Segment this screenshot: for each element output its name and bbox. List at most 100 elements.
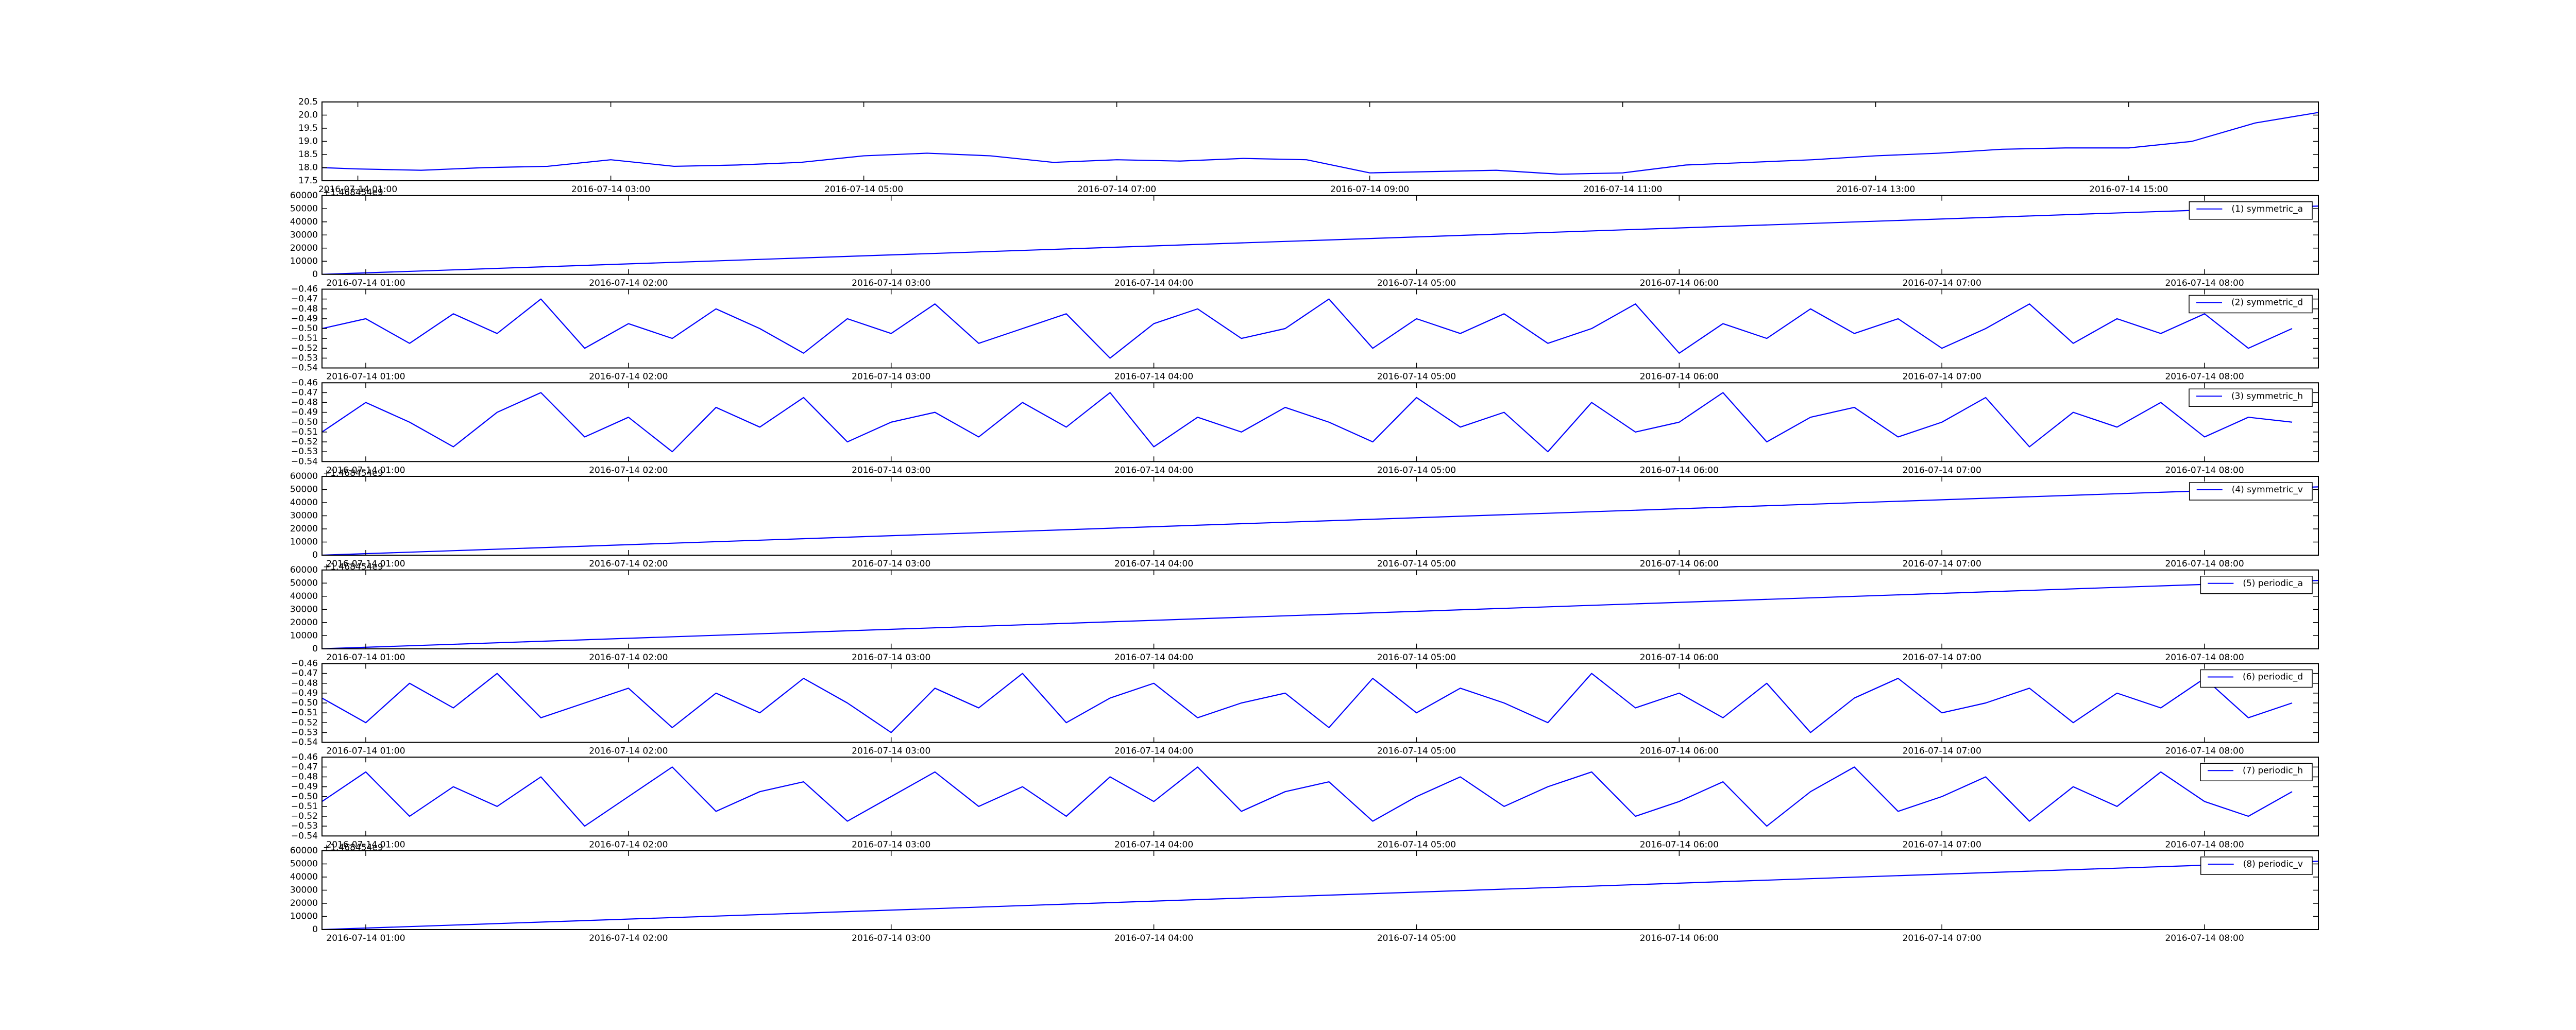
x-tick-label: 2016-07-14 01:00 [326,933,405,943]
y-tick-label: −0.47 [291,294,318,304]
x-tick-label: 2016-07-14 07:00 [1903,746,1981,757]
data-line [322,486,2318,555]
x-tick-label: 2016-07-14 06:00 [1640,372,1719,382]
y-tick-label: 19.0 [298,136,318,147]
plot-area [322,766,2293,827]
y-tick-label: −0.50 [291,417,318,427]
y-tick-label: −0.46 [291,284,318,295]
legend: (4) symmetric_v [2189,482,2313,501]
x-tick-label: 2016-07-14 01:00 [326,653,405,663]
axes-frame [321,850,2319,930]
axes-frame [321,382,2319,462]
x-tick-label: 2016-07-14 05:00 [824,184,903,195]
y-tick-label: 0 [312,269,318,280]
x-tick-label: 2016-07-14 01:00 [326,559,405,569]
x-tick-label: 2016-07-14 06:00 [1640,559,1719,569]
legend-label: (1) symmetric_a [2231,204,2303,214]
axes-frame [321,195,2319,275]
y-tick-label: 60000 [290,191,318,201]
y-tick-label: −0.52 [291,343,318,353]
y-tick-label: −0.53 [291,727,318,737]
x-tick-label: 2016-07-14 05:00 [1377,839,1456,850]
x-tick-label: 2016-07-14 05:00 [1377,653,1456,663]
y-tick-label: −0.47 [291,762,318,772]
x-tick-label: 2016-07-14 03:00 [852,465,930,475]
x-tick-label: 2016-07-14 05:00 [1377,372,1456,382]
y-tick-label: −0.53 [291,447,318,457]
x-tick-label: 2016-07-14 02:00 [589,839,668,850]
legend: (2) symmetric_d [2189,295,2313,314]
axes-frame [321,288,2319,369]
x-tick-label: 2016-07-14 01:00 [326,465,405,475]
plot-area [322,673,2293,733]
y-tick-label: 10000 [290,630,318,641]
y-tick-label: 18.0 [298,163,318,173]
x-tick-label: 2016-07-14 07:00 [1903,559,1981,569]
y-tick-label: −0.54 [291,831,318,841]
legend-box [2189,295,2313,314]
subplot: 0 10000 20000 30000 40000 50000 60000 2016-07-1… [290,468,2319,569]
x-tick-label: 2016-07-14 09:00 [1330,184,1409,195]
subplot: −0.54−0.53−0.52−0.51−0.50−0.49−0.48−0.47… [291,284,2319,382]
legend: (6) periodic_d [2200,669,2313,688]
y-tick-label: 60000 [290,846,318,856]
x-tick-label: 2016-07-14 07:00 [1903,653,1981,663]
data-line [322,205,2318,274]
y-tick-label: −0.46 [291,659,318,669]
plot-area [322,205,2318,274]
axes-frame [321,663,2319,743]
legend-box [2200,669,2313,688]
y-tick-label: 60000 [290,565,318,575]
y-tick-label: 20000 [290,617,318,628]
x-tick-label: 2016-07-14 02:00 [589,746,668,757]
legend-label: (8) periodic_v [2243,859,2303,869]
x-tick-label: 2016-07-14 08:00 [2165,839,2244,850]
subplot: −0.54−0.53−0.52−0.51−0.50−0.49−0.48−0.47… [291,377,2319,475]
x-tick-label: 2016-07-14 02:00 [589,465,668,475]
x-tick-label: 2016-07-14 07:00 [1903,372,1981,382]
y-tick-label: 60000 [290,471,318,482]
x-tick-label: 2016-07-14 03:00 [852,559,930,569]
y-tick-label: −0.54 [291,737,318,748]
x-tick-label: 2016-07-14 04:00 [1114,839,1193,850]
axis-offset: +1.468454e9 [323,843,383,853]
x-tick-label: 2016-07-14 08:00 [2165,465,2244,475]
plot-area [322,298,2293,359]
x-tick-label: 2016-07-14 02:00 [589,559,668,569]
x-tick-label: 2016-07-14 04:00 [1114,372,1193,382]
x-tick-label: 2016-07-14 03:00 [852,372,930,382]
y-tick-label: 30000 [290,604,318,614]
axis-offset: +1.468454e9 [323,187,383,198]
legend: (5) periodic_a [2200,576,2313,594]
y-tick-label: −0.46 [291,752,318,762]
y-tick-label: −0.50 [291,792,318,802]
axis-offset: +1.468454e9 [323,562,383,572]
axes-frame [321,569,2319,649]
x-tick-label: 2016-07-14 03:00 [852,746,930,757]
x-tick-label: 2016-07-14 04:00 [1114,653,1193,663]
plot-area [322,112,2318,175]
y-tick-label: −0.48 [291,678,318,689]
x-tick-label: 2016-07-14 07:00 [1903,465,1981,475]
x-tick-label: 2016-07-14 03:00 [852,933,930,943]
y-tick-label: −0.51 [291,708,318,718]
axis-offset: +1.468454e9 [323,468,383,478]
y-tick-label: 30000 [290,230,318,240]
legend: (3) symmetric_h [2189,388,2313,407]
legend-label: (3) symmetric_h [2231,391,2303,401]
x-tick-label: 2016-07-14 05:00 [1377,278,1456,288]
y-tick-label: −0.50 [291,323,318,334]
legend-box [2189,482,2313,501]
x-tick-label: 2016-07-14 07:00 [1903,933,1981,943]
y-tick-label: 20.5 [298,97,318,107]
y-tick-label: −0.49 [291,688,318,698]
y-tick-label: 18.5 [298,149,318,160]
x-tick-label: 2016-07-14 11:00 [1583,184,1662,195]
subplot: 0 10000 20000 30000 40000 50000 60000 2016-07-1… [290,843,2319,943]
legend-label: (7) periodic_h [2243,765,2303,776]
x-tick-label: 2016-07-14 01:00 [326,839,405,850]
y-tick-label: 10000 [290,537,318,547]
y-tick-label: −0.48 [291,398,318,408]
x-tick-label: 2016-07-14 05:00 [1377,933,1456,943]
x-tick-label: 2016-07-14 02:00 [589,933,668,943]
